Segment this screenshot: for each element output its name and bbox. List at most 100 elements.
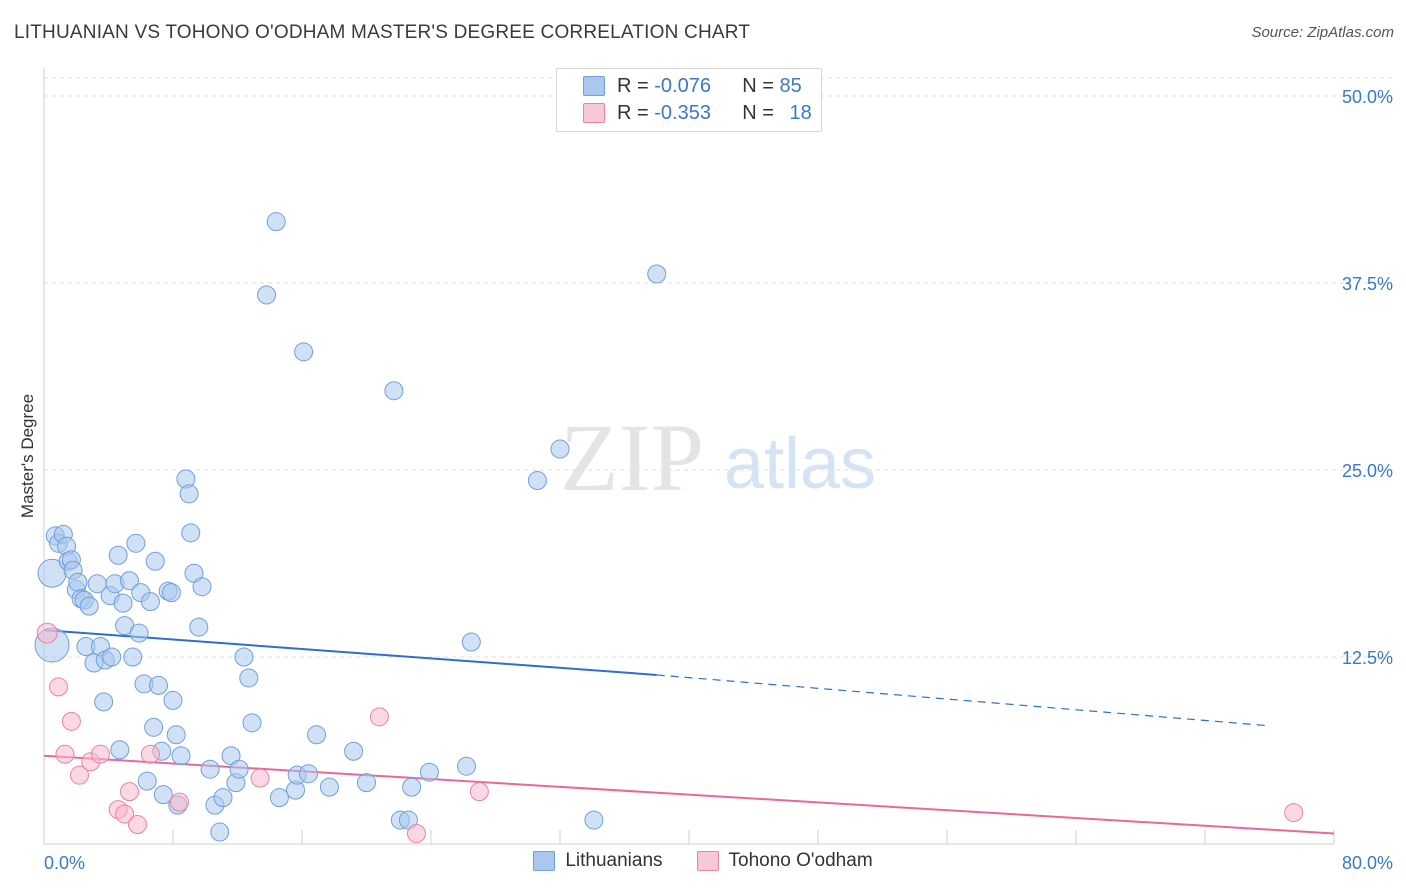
chart-title: LITHUANIAN VS TOHONO O'ODHAM MASTER'S DE… <box>14 22 751 43</box>
lithuanians-point <box>384 381 404 401</box>
legend-r-label: R = <box>617 101 655 124</box>
lithuanians-point <box>213 788 233 808</box>
legend-r-value: -0.353 <box>654 101 711 124</box>
lithuanians-point <box>145 551 165 571</box>
lithuanians-trend-extension <box>656 674 1270 727</box>
lithuanians-point <box>527 470 547 490</box>
lithuanians-point <box>161 583 181 603</box>
lithuanians-point <box>153 785 173 805</box>
lithuanians-point <box>79 596 99 616</box>
points-layer <box>34 212 1304 844</box>
lithuanians-point <box>113 593 133 613</box>
lithuanians-point <box>402 777 422 797</box>
lithuanians-point <box>242 713 262 733</box>
lithuanians-point <box>179 484 199 504</box>
legend-swatch-lithuanians <box>533 851 556 871</box>
lithuanians-point <box>357 773 376 793</box>
tohono-point <box>169 792 189 812</box>
legend-label-lithuanians: Lithuanians <box>565 850 663 871</box>
lithuanians-point <box>298 764 318 784</box>
legend-swatch-tohono <box>696 851 719 871</box>
series-legend: Lithuanians Tohono O'odham <box>0 850 1406 872</box>
lithuanians-point <box>163 690 183 710</box>
lithuanians-point <box>584 810 604 830</box>
lithuanians-point <box>269 788 289 808</box>
legend-item-tohono: Tohono O'odham <box>696 850 873 872</box>
legend-label-tohono: Tohono O'odham <box>728 850 873 871</box>
y-tick-label: 37.5% <box>1342 274 1393 294</box>
tohono-point <box>115 804 135 824</box>
tohono-point <box>140 744 160 764</box>
legend-n-value: 85 <box>779 74 802 97</box>
x-tick-label-max: 80.0% <box>1342 853 1393 873</box>
lithuanians-point <box>229 759 249 779</box>
lithuanians-point <box>68 572 88 592</box>
lithuanians-point <box>129 623 149 643</box>
grid-layer <box>44 77 1394 658</box>
axis-layer <box>43 68 1335 845</box>
source-label: Source: ZipAtlas.com <box>1251 24 1394 41</box>
lithuanians-point <box>210 822 230 842</box>
legend-n-value: 18 <box>789 101 812 124</box>
lithuanians-point <box>110 740 130 760</box>
lithuanians-point <box>192 577 212 597</box>
label-layer: Master's Degree 0.0% 80.0% 12.5% 25.0% 3… <box>18 87 1393 873</box>
lithuanians-point <box>257 285 277 305</box>
lithuanians-point <box>200 759 220 779</box>
y-axis-label: Master's Degree <box>18 394 37 518</box>
tohono-point <box>128 815 148 835</box>
watermark-zip: ZIP <box>560 404 704 511</box>
lithuanians-point <box>102 647 122 667</box>
lithuanians-point <box>266 212 286 232</box>
lithuanians-point <box>234 647 254 667</box>
lithuanians-point <box>344 741 364 761</box>
legend-swatch-lithuanians <box>583 76 605 96</box>
tohono-point <box>406 824 426 844</box>
tohono-point <box>36 622 58 644</box>
legend-r-label: R = <box>617 74 655 97</box>
watermark: ZIP atlas <box>560 404 876 511</box>
lithuanians-point <box>419 762 439 782</box>
tohono-point <box>369 707 389 727</box>
lithuanians-point <box>181 523 201 543</box>
tohono-point <box>69 765 89 785</box>
tohono-point <box>49 677 69 697</box>
lithuanians-point <box>166 725 186 745</box>
lithuanians-point <box>94 692 114 712</box>
lithuanians-point <box>294 342 314 362</box>
tohono-point <box>250 768 270 788</box>
legend-swatch-tohono <box>583 103 605 123</box>
lithuanians-point <box>144 717 164 737</box>
x-tick-label-min: 0.0% <box>44 853 85 873</box>
watermark-atlas: atlas <box>724 424 876 504</box>
y-tick-label: 50.0% <box>1342 87 1393 107</box>
legend-r-value: -0.076 <box>654 74 711 97</box>
lithuanians-point <box>456 756 476 776</box>
tohono-point <box>61 711 81 731</box>
lithuanians-point <box>108 545 128 565</box>
legend-row-tohono: R = -0.353 N = 18 <box>583 101 812 125</box>
lithuanians-point <box>171 746 191 766</box>
tohono-trend-line <box>43 754 1335 835</box>
tohono-point <box>119 782 139 802</box>
legend-n-label: N = <box>742 74 780 97</box>
tohono-point <box>55 744 75 764</box>
legend-item-lithuanians: Lithuanians <box>533 850 663 872</box>
legend-row-lithuanians: R = -0.076 N = 85 <box>583 74 802 98</box>
legend-n-label: N = <box>742 101 780 124</box>
lithuanians-point <box>189 617 209 637</box>
stats-legend: R = -0.076 N = 85 R = -0.353 N = 18 <box>556 68 822 132</box>
lithuanians-point <box>119 571 139 591</box>
lithuanians-point <box>140 592 160 612</box>
lithuanians-point <box>307 725 327 745</box>
lithuanians-point <box>239 668 259 688</box>
lithuanians-point <box>137 771 157 791</box>
lithuanians-point <box>123 647 143 667</box>
lithuanians-point <box>550 439 570 459</box>
y-tick-label: 25.0% <box>1342 461 1393 481</box>
lithuanians-point <box>148 675 168 695</box>
tohono-point <box>469 782 489 802</box>
tohono-point <box>90 744 110 764</box>
tohono-point <box>1284 803 1304 823</box>
